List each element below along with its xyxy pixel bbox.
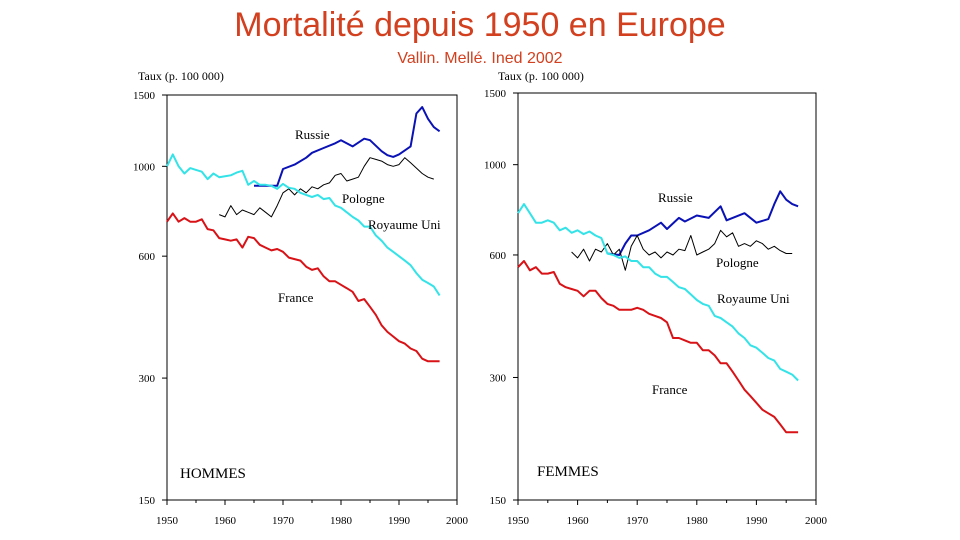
y-tick-label: 1000 <box>133 161 156 173</box>
x-tick-label: 1990 <box>388 515 411 527</box>
x-tick-label: 1970 <box>272 515 295 527</box>
series-line-royaume-uni <box>166 153 441 296</box>
chart-title: Mortalité depuis 1950 en Europe <box>234 6 726 44</box>
series-line-russie <box>254 106 441 187</box>
series-line-pologne <box>571 229 793 271</box>
panel-label: HOMMES <box>180 466 246 482</box>
chart-subtitle: Vallin. Mellé. Ined 2002 <box>397 50 563 67</box>
y-axis-label: Taux (p. 100 000) <box>498 69 584 83</box>
x-tick-label: 1950 <box>507 515 530 527</box>
series-label-france: France <box>652 382 688 397</box>
y-axis-label: Taux (p. 100 000) <box>138 69 224 83</box>
series-line-pologne <box>219 157 434 218</box>
y-tick-label: 300 <box>490 372 507 384</box>
x-tick-label: 1990 <box>745 515 768 527</box>
y-tick-label: 150 <box>139 495 156 507</box>
x-tick-label: 1970 <box>626 515 649 527</box>
x-tick-label: 2000 <box>805 515 828 527</box>
x-tick-label: 1960 <box>214 515 237 527</box>
x-tick-label: 1980 <box>686 515 709 527</box>
series-label-russie: Russie <box>295 127 330 142</box>
series-line-france <box>166 212 440 363</box>
x-tick-label: 2000 <box>446 515 469 527</box>
y-tick-label: 1500 <box>133 90 156 102</box>
series-line-france <box>517 260 799 434</box>
y-tick-label: 1500 <box>484 88 507 100</box>
y-tick-label: 1000 <box>484 160 507 172</box>
y-tick-label: 300 <box>139 373 156 385</box>
x-tick-label: 1960 <box>567 515 590 527</box>
series-label-pologne: Pologne <box>716 255 759 270</box>
series-label-royaume-uni: Royaume Uni <box>368 217 441 232</box>
x-tick-label: 1980 <box>330 515 353 527</box>
series-label-pologne: Pologne <box>342 191 385 206</box>
series-label-france: France <box>278 290 314 305</box>
y-tick-label: 600 <box>490 250 507 262</box>
series-label-royaume-uni: Royaume Uni <box>717 291 790 306</box>
y-tick-label: 600 <box>139 251 156 263</box>
series-label-russie: Russie <box>658 190 693 205</box>
series-line-royaume-uni <box>517 203 799 382</box>
y-tick-label: 150 <box>490 495 507 507</box>
series-line-russie <box>607 190 799 256</box>
panel-label: FEMMES <box>537 464 599 480</box>
x-tick-label: 1950 <box>156 515 179 527</box>
